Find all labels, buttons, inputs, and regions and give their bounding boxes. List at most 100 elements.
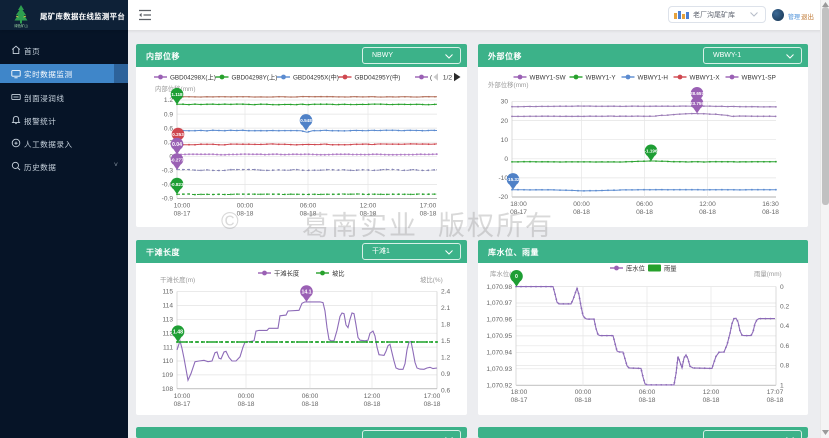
svg-text:111: 111 [163, 344, 173, 351]
svg-text:0.3: 0.3 [164, 139, 173, 146]
svg-text:112: 112 [162, 330, 173, 337]
svg-text:08-18: 08-18 [364, 401, 381, 408]
svg-text:外部位移(mm): 外部位移(mm) [488, 80, 528, 89]
svg-text:-0.823: -0.823 [170, 182, 183, 187]
svg-text:08-18: 08-18 [360, 211, 377, 218]
svg-text:108: 108 [162, 386, 173, 393]
svg-text:08-18: 08-18 [573, 209, 590, 216]
svg-text:08-18: 08-18 [237, 211, 254, 218]
svg-text:-20: -20 [498, 194, 508, 201]
svg-text:-0.3: -0.3 [162, 168, 174, 175]
svg-text:00:00: 00:00 [237, 203, 254, 210]
svg-text:1.5: 1.5 [441, 338, 450, 345]
svg-text:30: 30 [501, 99, 509, 106]
svg-text:08-17: 08-17 [511, 397, 528, 404]
svg-text:16:30: 16:30 [762, 201, 779, 208]
svg-text:20: 20 [501, 118, 509, 125]
svg-text:0.6: 0.6 [164, 125, 173, 132]
svg-text:08-18: 08-18 [699, 209, 716, 216]
svg-text:库水位(m): 库水位(m) [490, 269, 519, 278]
svg-text:08-18: 08-18 [767, 397, 784, 404]
svg-text:-0.277: -0.277 [170, 157, 183, 162]
svg-text:00:00: 00:00 [573, 201, 590, 208]
svg-text:06:00: 06:00 [302, 393, 319, 400]
svg-text:08-18: 08-18 [703, 397, 720, 404]
svg-text:0: 0 [515, 274, 518, 280]
svg-text:18:00: 18:00 [511, 389, 528, 396]
svg-text:0.9: 0.9 [441, 371, 450, 378]
svg-text:08-18: 08-18 [639, 397, 656, 404]
svg-text:08-18: 08-18 [420, 211, 437, 218]
svg-text:1/2: 1/2 [443, 75, 453, 82]
svg-text:115: 115 [162, 289, 173, 296]
svg-text:10: 10 [501, 137, 509, 144]
svg-text:10:00: 10:00 [174, 203, 191, 210]
svg-text:08-18: 08-18 [300, 211, 317, 218]
svg-text:08-18: 08-18 [575, 397, 592, 404]
svg-text:坡比: 坡比 [332, 268, 345, 277]
svg-text:0: 0 [504, 156, 508, 163]
svg-text:08-17: 08-17 [174, 211, 191, 218]
svg-text:0.04: 0.04 [172, 142, 182, 148]
svg-text:17:00: 17:00 [420, 203, 437, 210]
svg-text:1,070.94: 1,070.94 [486, 350, 512, 357]
svg-text:06:00: 06:00 [636, 201, 653, 208]
svg-text:2.1: 2.1 [441, 305, 450, 312]
svg-text:WBWY1-SW: WBWY1-SW [530, 74, 566, 81]
svg-text:WBWY1-H: WBWY1-H [638, 74, 669, 81]
svg-text:WBWY1-SP: WBWY1-SP [742, 74, 776, 81]
svg-text:23.759: 23.759 [690, 101, 704, 106]
svg-text:0.9: 0.9 [164, 111, 173, 118]
svg-text:1.48: 1.48 [173, 330, 183, 336]
svg-text:干滩长度(m): 干滩长度(m) [160, 275, 195, 284]
svg-text:17:07: 17:07 [767, 389, 784, 396]
svg-text:GBD04295Y(中): GBD04295Y(中) [355, 72, 401, 81]
svg-text:08-18: 08-18 [302, 401, 319, 408]
svg-text:(: ( [430, 74, 433, 81]
svg-text:08-17: 08-17 [174, 401, 191, 408]
svg-text:1,070.92: 1,070.92 [486, 382, 512, 389]
svg-text:GBD04298X(上): GBD04298X(上) [170, 72, 216, 81]
svg-text:-0.9: -0.9 [162, 196, 174, 203]
svg-text:0.6: 0.6 [780, 343, 789, 350]
svg-text:12:00: 12:00 [703, 389, 720, 396]
svg-text:-10: -10 [498, 175, 508, 182]
svg-text:0.253: 0.253 [172, 132, 184, 137]
svg-text:绿色矿山: 绿色矿山 [14, 23, 28, 28]
svg-text:06:00: 06:00 [639, 389, 656, 396]
svg-text:08-18: 08-18 [762, 209, 779, 216]
svg-text:-1.196: -1.196 [644, 149, 657, 154]
svg-text:2.4: 2.4 [441, 289, 450, 296]
svg-text:1,070.95: 1,070.95 [486, 333, 512, 340]
svg-text:17:00: 17:00 [424, 393, 441, 400]
svg-text:113: 113 [162, 317, 173, 324]
svg-text:00:00: 00:00 [575, 389, 592, 396]
svg-text:14.1: 14.1 [301, 289, 311, 295]
svg-text:1.2: 1.2 [441, 355, 450, 362]
svg-text:雨量: 雨量 [664, 264, 677, 272]
svg-text:110: 110 [162, 358, 173, 365]
svg-text:06:00: 06:00 [300, 203, 317, 210]
svg-text:12:00: 12:00 [699, 201, 716, 208]
svg-text:10:00: 10:00 [174, 393, 191, 400]
svg-text:28.657: 28.657 [690, 91, 704, 96]
svg-text:WBWY1-X: WBWY1-X [690, 74, 721, 81]
svg-text:坡比(%): 坡比(%) [420, 275, 443, 284]
svg-text:WBWY1-Y: WBWY1-Y [586, 74, 617, 81]
svg-text:GBD04295X(中): GBD04295X(中) [293, 72, 339, 81]
svg-text:18:00: 18:00 [510, 201, 527, 208]
svg-text:0.4: 0.4 [780, 323, 789, 330]
svg-text:1.2: 1.2 [164, 97, 173, 104]
svg-text:08-18: 08-18 [238, 401, 255, 408]
svg-text:08-17: 08-17 [510, 209, 527, 216]
svg-text:1,070.96: 1,070.96 [486, 317, 512, 324]
svg-text:1.118: 1.118 [171, 92, 183, 97]
svg-text:干滩长度: 干滩长度 [274, 268, 300, 277]
svg-text:库水位: 库水位 [626, 263, 646, 272]
svg-text:-15.32: -15.32 [506, 177, 519, 182]
svg-text:1,070.93: 1,070.93 [486, 366, 512, 373]
svg-text:0.8: 0.8 [780, 363, 789, 370]
svg-text:1.8: 1.8 [441, 322, 450, 329]
svg-text:114: 114 [162, 303, 173, 310]
svg-text:12:00: 12:00 [360, 203, 377, 210]
